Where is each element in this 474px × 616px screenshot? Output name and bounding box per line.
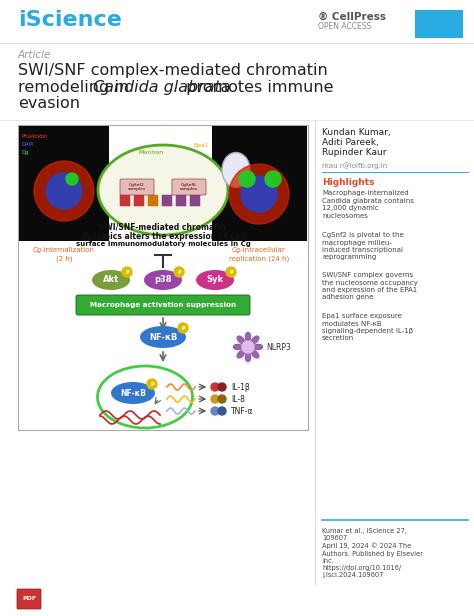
Text: Macrophage activation suppression: Macrophage activation suppression [90, 302, 236, 308]
Text: surface immunomodulatory molecules in Cg: surface immunomodulatory molecules in Cg [75, 241, 250, 247]
Circle shape [46, 173, 82, 209]
Text: CgSnf2
complex: CgSnf2 complex [128, 183, 146, 192]
Ellipse shape [140, 326, 186, 348]
Text: IL-8: IL-8 [231, 394, 245, 403]
Circle shape [218, 383, 226, 391]
Circle shape [66, 173, 78, 185]
FancyBboxPatch shape [19, 126, 109, 241]
Circle shape [147, 379, 157, 389]
FancyBboxPatch shape [119, 195, 130, 206]
Circle shape [178, 323, 188, 333]
Text: SWI/SNF-mediated chromatin: SWI/SNF-mediated chromatin [100, 223, 227, 232]
Ellipse shape [144, 270, 182, 290]
Text: Akt: Akt [103, 275, 119, 285]
Text: Highlights: Highlights [322, 178, 374, 187]
Text: Kundan Kumar,: Kundan Kumar, [322, 128, 391, 137]
Text: DAPI: DAPI [22, 142, 35, 147]
FancyBboxPatch shape [18, 125, 308, 430]
Text: TNF-α: TNF-α [231, 407, 254, 416]
Ellipse shape [111, 382, 155, 404]
Text: p38: p38 [154, 275, 172, 285]
Ellipse shape [222, 153, 250, 187]
Text: Syk: Syk [207, 275, 224, 285]
Text: Cg-intracellular: Cg-intracellular [232, 247, 286, 253]
Text: Epa1 surface exposure
modulates NF-κB
signaling-dependent IL-1β
secretion: Epa1 surface exposure modulates NF-κB si… [322, 313, 413, 341]
Text: PDF: PDF [22, 596, 36, 601]
Text: NLRP3: NLRP3 [266, 342, 291, 352]
Ellipse shape [98, 145, 228, 235]
Text: Epa1: Epa1 [193, 143, 209, 148]
FancyBboxPatch shape [415, 10, 463, 38]
Ellipse shape [245, 332, 251, 342]
FancyBboxPatch shape [134, 195, 145, 206]
Circle shape [211, 407, 219, 415]
Text: Macrophage-internalized
Candida glabrata contains
12,000 dynamic
nucleosomes: Macrophage-internalized Candida glabrata… [322, 190, 414, 219]
FancyBboxPatch shape [172, 179, 206, 195]
FancyBboxPatch shape [162, 195, 173, 206]
Ellipse shape [251, 350, 259, 358]
Text: NF-κB: NF-κB [149, 333, 177, 341]
Text: NF-κB: NF-κB [120, 389, 146, 397]
Circle shape [218, 395, 226, 403]
Text: dynamics alters the expression of cell: dynamics alters the expression of cell [81, 232, 245, 241]
FancyBboxPatch shape [190, 195, 201, 206]
Text: P: P [177, 270, 181, 275]
Text: Aditi Pareek,: Aditi Pareek, [322, 138, 379, 147]
Text: Article: Article [18, 50, 51, 60]
Ellipse shape [237, 336, 245, 344]
Text: OPEN ACCESS: OPEN ACCESS [318, 22, 371, 31]
Circle shape [34, 161, 94, 221]
FancyBboxPatch shape [212, 126, 307, 241]
Text: ® CellPress: ® CellPress [318, 12, 386, 22]
Text: Cg: Cg [22, 150, 29, 155]
Text: SWI/SNF complex-mediated chromatin: SWI/SNF complex-mediated chromatin [18, 63, 328, 78]
Text: (2 h): (2 h) [55, 255, 73, 262]
Text: Mannan: Mannan [138, 150, 163, 155]
Circle shape [122, 267, 132, 277]
Text: Kumar et al., iScience 27,
109607
April 19, 2024 © 2024 The
Authors. Published b: Kumar et al., iScience 27, 109607 April … [322, 528, 423, 578]
Ellipse shape [245, 352, 251, 362]
Circle shape [226, 267, 236, 277]
Circle shape [242, 341, 254, 353]
FancyBboxPatch shape [76, 295, 250, 315]
Text: P: P [181, 325, 185, 331]
Text: SWI/SNF complex governs
the nucleosome occupancy
and expression of the EPA1
adhe: SWI/SNF complex governs the nucleosome o… [322, 272, 418, 301]
Ellipse shape [233, 344, 243, 350]
Text: promotes immune: promotes immune [181, 80, 334, 95]
Circle shape [265, 171, 281, 187]
Text: CgSnf2 is pivotal to the
macrophage milieu-
induced transcriptional
reprogrammin: CgSnf2 is pivotal to the macrophage mili… [322, 232, 404, 261]
Text: rkau r@iolfb.org.in: rkau r@iolfb.org.in [322, 162, 387, 169]
Circle shape [229, 164, 289, 224]
Text: evasion: evasion [18, 96, 80, 111]
Ellipse shape [92, 270, 130, 290]
Circle shape [211, 383, 219, 391]
Text: iScience: iScience [18, 10, 122, 30]
FancyBboxPatch shape [175, 195, 186, 206]
Ellipse shape [251, 336, 259, 344]
Ellipse shape [196, 270, 234, 290]
Text: Cg-internalization: Cg-internalization [33, 247, 95, 253]
Text: Candida glabrata: Candida glabrata [93, 80, 230, 95]
Circle shape [239, 171, 255, 187]
FancyBboxPatch shape [17, 589, 41, 609]
Text: CgSnf6
complex: CgSnf6 complex [180, 183, 198, 192]
Circle shape [218, 407, 226, 415]
Ellipse shape [253, 344, 263, 350]
FancyBboxPatch shape [147, 195, 158, 206]
Text: replication (24 h): replication (24 h) [229, 255, 289, 262]
Text: Rupinder Kaur: Rupinder Kaur [322, 148, 386, 157]
Text: P: P [125, 270, 129, 275]
Text: P: P [150, 381, 154, 386]
Circle shape [241, 176, 277, 212]
Text: remodeling in: remodeling in [18, 80, 134, 95]
Text: P: P [229, 270, 233, 275]
Circle shape [174, 267, 184, 277]
Text: IL-1β: IL-1β [231, 383, 250, 392]
Ellipse shape [237, 350, 245, 358]
Text: Phalloidin: Phalloidin [22, 134, 49, 139]
Circle shape [211, 395, 219, 403]
FancyBboxPatch shape [120, 179, 154, 195]
